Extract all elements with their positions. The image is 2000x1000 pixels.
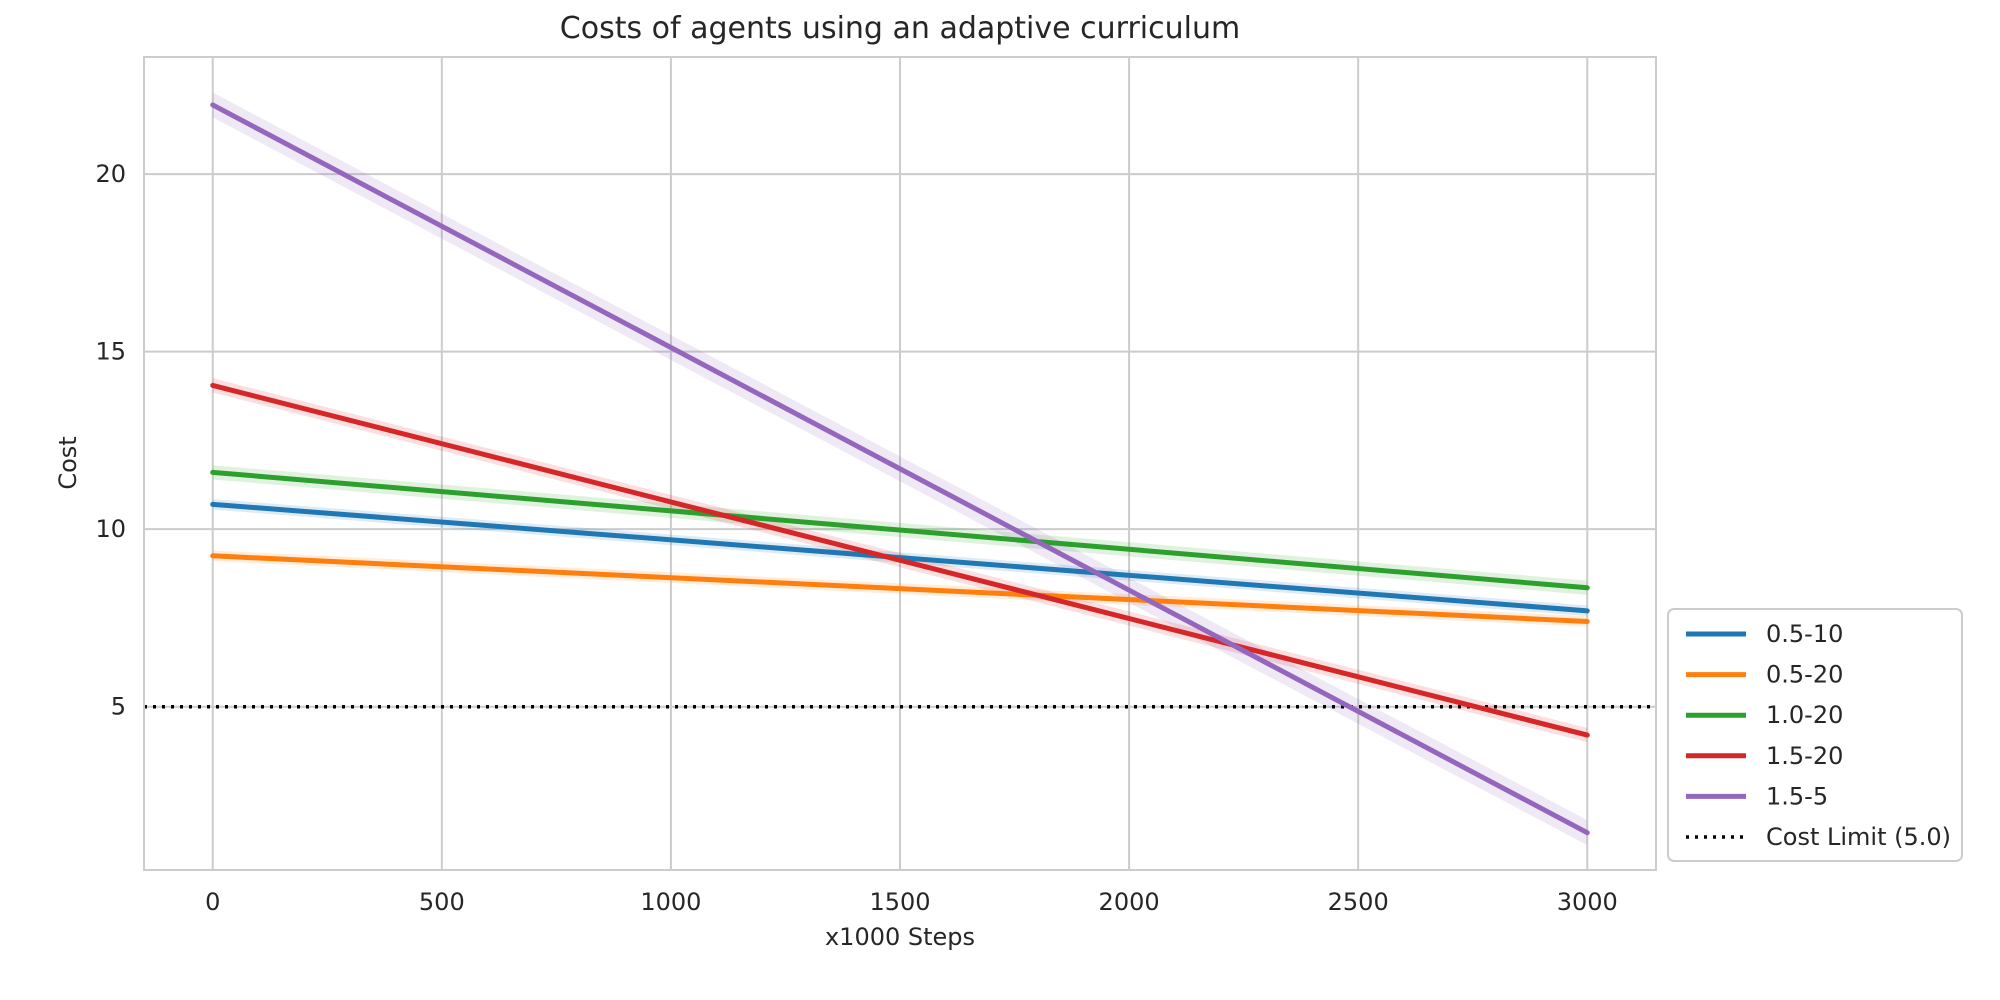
y-tick-labels: 5 10 15 20 bbox=[95, 160, 126, 721]
chart-title: Costs of agents using an adaptive curric… bbox=[560, 11, 1240, 46]
series-line-0.5-10 bbox=[210, 501, 1590, 614]
legend-label: 1.5-5 bbox=[1766, 782, 1828, 810]
x-tick-label: 1000 bbox=[640, 888, 701, 916]
x-tick-labels: 0 500 1000 1500 2000 2500 3000 bbox=[205, 888, 1618, 916]
x-tick-label: 2500 bbox=[1328, 888, 1389, 916]
legend-label: 0.5-20 bbox=[1766, 661, 1843, 689]
legend: 0.5-10 0.5-20 1.0-20 1.5-20 1.5-5 Cost Limit … bbox=[1667, 608, 1963, 862]
x-tick-label: 3000 bbox=[1557, 888, 1618, 916]
series-line-1.5-5 bbox=[210, 102, 1590, 836]
series-line-0.5-20 bbox=[210, 553, 1590, 624]
x-tick-label: 1500 bbox=[869, 888, 930, 916]
x-tick-label: 500 bbox=[419, 888, 465, 916]
legend-label: Cost Limit (5.0) bbox=[1766, 823, 1951, 851]
x-tick-label: 0 bbox=[205, 888, 220, 916]
legend-label: 0.5-10 bbox=[1766, 620, 1843, 648]
y-tick-label: 10 bbox=[95, 515, 126, 543]
legend-items: 0.5-10 0.5-20 1.0-20 1.5-20 1.5-5 Cost Limit … bbox=[1686, 620, 1951, 851]
y-tick-label: 20 bbox=[95, 160, 126, 188]
y-tick-label: 5 bbox=[111, 693, 126, 721]
legend-label: 1.5-20 bbox=[1766, 742, 1843, 770]
series-line-1.5-20 bbox=[210, 382, 1590, 738]
x-axis-title: x1000 Steps bbox=[825, 923, 975, 951]
legend-label: 1.0-20 bbox=[1766, 701, 1843, 729]
plot-frame bbox=[143, 56, 1657, 871]
y-axis-title: Cost bbox=[54, 436, 82, 489]
series-line-1.0-20 bbox=[210, 469, 1590, 591]
series-lines bbox=[210, 102, 1590, 836]
x-tick-label: 2000 bbox=[1099, 888, 1160, 916]
y-tick-label: 15 bbox=[95, 338, 126, 366]
